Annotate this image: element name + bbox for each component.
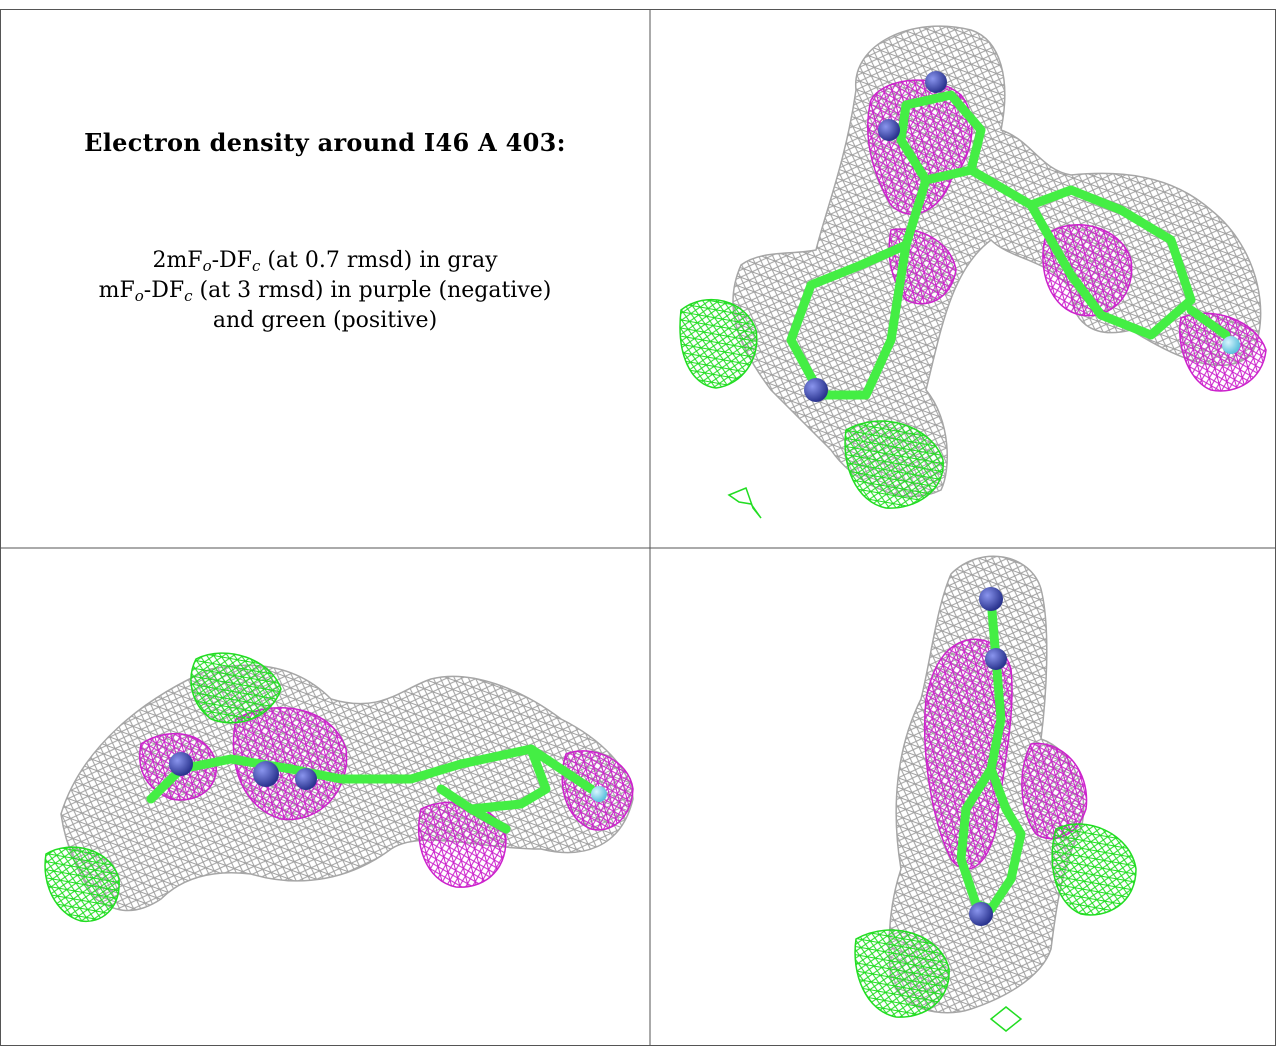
halogen-atom xyxy=(1222,336,1240,354)
map-fofc-negative-purple xyxy=(923,638,1088,870)
map-fofc-positive-green xyxy=(44,652,282,923)
map-fofc-positive-green xyxy=(854,823,1137,1032)
legend-fofc-line: mFo-DFc (at 3 rmsd) in purple (negative) xyxy=(98,278,552,305)
nitrogen-atoms xyxy=(169,752,317,790)
caption-cell: Electron density around I46 A 403: 2mFo-… xyxy=(0,0,650,548)
nitrogen-atoms xyxy=(969,587,1007,926)
legend-2fofc-line: 2mFo-DFc (at 0.7 rmsd) in gray xyxy=(152,248,498,275)
map-2fofc-gray xyxy=(60,664,634,912)
legend-positive-line: and green (positive) xyxy=(212,308,438,333)
density-panel-bottom-right xyxy=(854,555,1137,1032)
caption-legend: 2mFo-DFc (at 0.7 rmsd) in gray mFo-DFc (… xyxy=(0,246,650,336)
map-fofc-negative-purple xyxy=(867,79,1267,392)
nitrogen-atoms xyxy=(804,71,947,402)
density-panel-top-right xyxy=(679,25,1267,519)
map-fofc-positive-green xyxy=(679,298,944,519)
density-panel-bottom-left xyxy=(44,652,634,923)
caption-title: Electron density around I46 A 403: xyxy=(84,128,566,157)
ligand-stick-model xyxy=(146,744,596,834)
halogen-atom xyxy=(591,786,607,802)
ligand-stick-model xyxy=(786,90,1231,400)
map-fofc-negative-purple xyxy=(139,707,634,888)
